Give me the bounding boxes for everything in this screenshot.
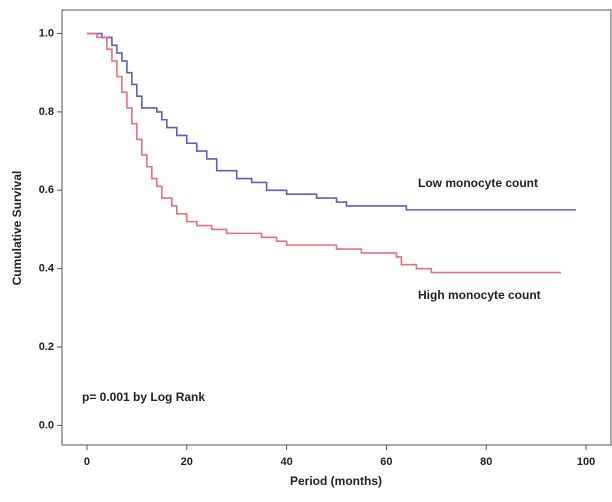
legend-label: High monocyte count [418,288,541,302]
y-tick-label: 0.2 [39,341,54,353]
x-tick-label: 100 [577,456,595,468]
x-tick-label: 20 [181,456,193,468]
y-tick-label: 0.0 [39,419,54,431]
y-tick-label: 0.6 [39,184,54,196]
x-axis-label: Period (months) [290,474,382,488]
x-tick-label: 40 [280,456,292,468]
y-axis-label: Cumulative Survival [10,171,24,286]
survival-curve [86,32,562,274]
y-tick-label: 0.4 [39,263,55,275]
x-tick-label: 60 [380,456,392,468]
annotation: p= 0.001 by Log Rank [82,390,205,404]
x-tick-label: 80 [480,456,492,468]
plot-frame [61,9,612,446]
survival-curve [86,32,577,211]
y-tick-label: 1.0 [39,27,54,39]
y-tick-label: 0.8 [39,106,54,118]
legend-label: Low monocyte count [418,176,538,190]
x-tick-label: 0 [84,456,90,468]
